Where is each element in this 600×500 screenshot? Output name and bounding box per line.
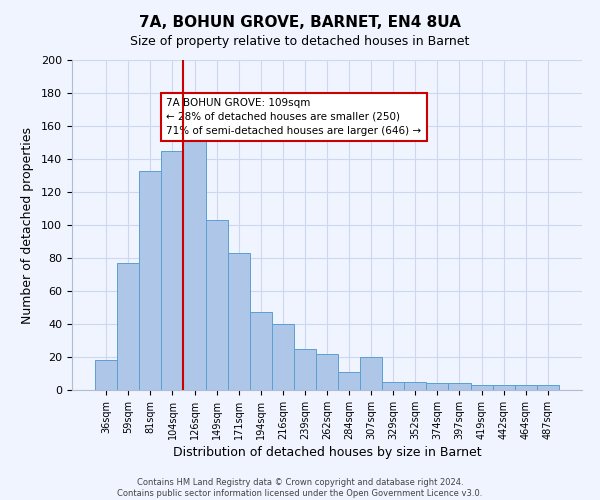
Bar — [448, 384, 470, 390]
Bar — [117, 263, 139, 390]
Bar — [294, 349, 316, 390]
Bar — [515, 385, 537, 390]
Bar — [95, 360, 117, 390]
Bar — [493, 385, 515, 390]
Bar — [227, 253, 250, 390]
Bar — [250, 312, 272, 390]
Bar — [206, 220, 227, 390]
Bar — [404, 382, 427, 390]
Bar — [470, 385, 493, 390]
Bar — [360, 357, 382, 390]
Bar — [382, 382, 404, 390]
Bar — [184, 118, 206, 390]
Bar — [537, 385, 559, 390]
Text: 7A, BOHUN GROVE, BARNET, EN4 8UA: 7A, BOHUN GROVE, BARNET, EN4 8UA — [139, 15, 461, 30]
Bar — [316, 354, 338, 390]
Y-axis label: Number of detached properties: Number of detached properties — [21, 126, 34, 324]
Bar — [139, 170, 161, 390]
Text: 7A BOHUN GROVE: 109sqm
← 28% of detached houses are smaller (250)
71% of semi-de: 7A BOHUN GROVE: 109sqm ← 28% of detached… — [166, 98, 421, 136]
X-axis label: Distribution of detached houses by size in Barnet: Distribution of detached houses by size … — [173, 446, 481, 459]
Bar — [161, 151, 184, 390]
Text: Contains HM Land Registry data © Crown copyright and database right 2024.
Contai: Contains HM Land Registry data © Crown c… — [118, 478, 482, 498]
Bar — [427, 384, 448, 390]
Bar — [338, 372, 360, 390]
Bar — [272, 324, 294, 390]
Text: Size of property relative to detached houses in Barnet: Size of property relative to detached ho… — [130, 35, 470, 48]
